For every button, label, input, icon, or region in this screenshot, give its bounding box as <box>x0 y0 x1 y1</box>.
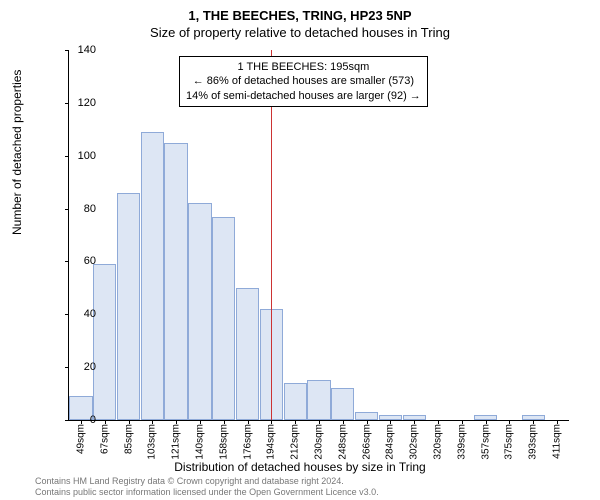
histogram-bar <box>212 217 235 421</box>
chart-container: 1, THE BEECHES, TRING, HP23 5NP Size of … <box>0 0 600 500</box>
xtick-label: 85sqm <box>123 424 134 454</box>
histogram-bar <box>141 132 164 420</box>
xtick-label: 67sqm <box>99 424 110 454</box>
xtick-label: 302sqm <box>409 424 420 460</box>
ytick-label: 80 <box>66 203 96 215</box>
annotation-box: 1 THE BEECHES: 195sqm ← 86% of detached … <box>179 56 428 107</box>
xtick-label: 411sqm <box>552 424 563 459</box>
xtick-label: 266sqm <box>361 424 372 460</box>
histogram-bar <box>307 380 330 420</box>
xtick-label: 230sqm <box>314 424 325 460</box>
footer-line1: Contains HM Land Registry data © Crown c… <box>35 476 379 487</box>
histogram-bar <box>93 264 116 420</box>
ytick-label: 60 <box>66 255 96 267</box>
xtick-label: 339sqm <box>456 424 467 460</box>
xtick-label: 49sqm <box>75 424 86 454</box>
x-axis-label: Distribution of detached houses by size … <box>0 460 600 474</box>
y-axis-label: Number of detached properties <box>10 70 24 235</box>
ytick-label: 100 <box>66 150 96 162</box>
annotation-line2: ← 86% of detached houses are smaller (57… <box>186 74 421 88</box>
histogram-bar <box>164 143 187 421</box>
xtick-label: 103sqm <box>147 424 158 460</box>
annotation-line3: 14% of semi-detached houses are larger (… <box>186 89 421 103</box>
xtick-label: 393sqm <box>528 424 539 460</box>
footer-attribution: Contains HM Land Registry data © Crown c… <box>35 476 379 498</box>
ytick-label: 0 <box>66 414 96 426</box>
plot-area: 49sqm67sqm85sqm103sqm121sqm140sqm158sqm1… <box>68 50 569 421</box>
xtick-label: 140sqm <box>194 424 205 460</box>
histogram-bar <box>236 288 259 420</box>
histogram-bar <box>379 415 402 420</box>
xtick-label: 158sqm <box>218 424 229 460</box>
chart-title-sub: Size of property relative to detached ho… <box>0 23 600 40</box>
histogram-bar <box>117 193 140 420</box>
histogram-bar <box>284 383 307 420</box>
xtick-label: 194sqm <box>266 424 277 460</box>
xtick-label: 248sqm <box>337 424 348 460</box>
annotation-line1: 1 THE BEECHES: 195sqm <box>186 60 421 74</box>
footer-line2: Contains public sector information licen… <box>35 487 379 498</box>
histogram-bar <box>355 412 378 420</box>
ytick-label: 140 <box>66 44 96 56</box>
chart-title-main: 1, THE BEECHES, TRING, HP23 5NP <box>0 0 600 23</box>
xtick-label: 212sqm <box>290 424 301 460</box>
xtick-label: 375sqm <box>504 424 515 460</box>
histogram-bar <box>403 415 426 420</box>
histogram-bar <box>522 415 545 420</box>
histogram-bar <box>331 388 354 420</box>
xtick-label: 320sqm <box>433 424 444 460</box>
histogram-bar <box>188 203 211 420</box>
histogram-bar <box>474 415 497 420</box>
ytick-label: 120 <box>66 97 96 109</box>
ytick-label: 20 <box>66 361 96 373</box>
xtick-label: 284sqm <box>385 424 396 460</box>
xtick-label: 357sqm <box>480 424 491 460</box>
ytick-label: 40 <box>66 308 96 320</box>
xtick-label: 121sqm <box>171 424 182 460</box>
xtick-label: 176sqm <box>242 424 253 460</box>
